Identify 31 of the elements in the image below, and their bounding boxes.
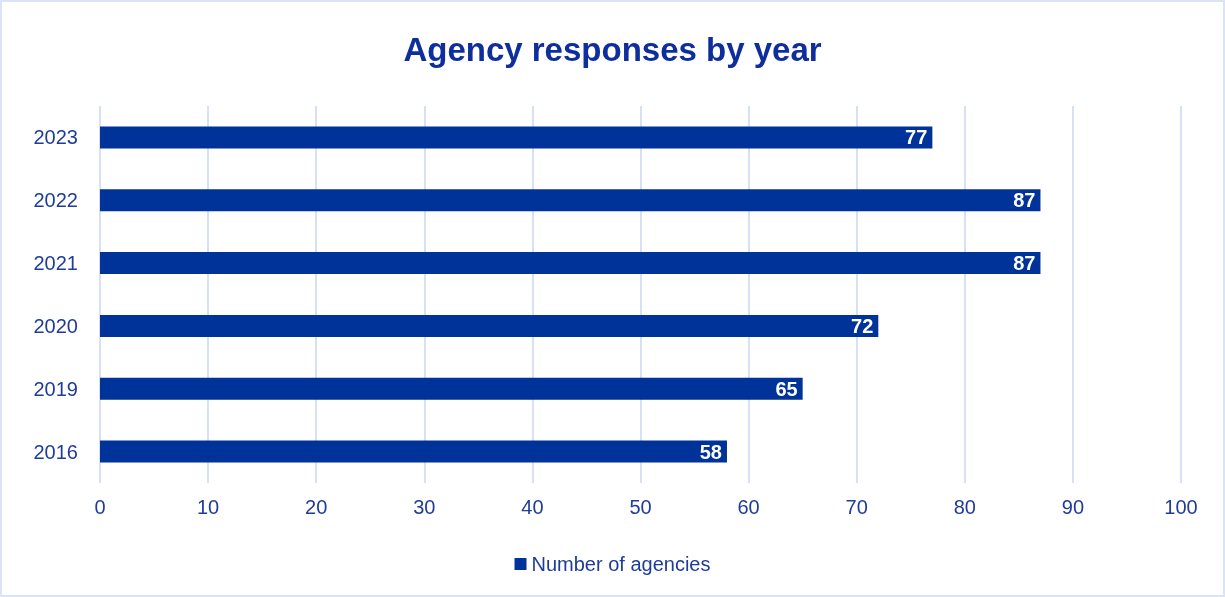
bar	[100, 189, 1041, 212]
x-tick-label: 60	[737, 496, 760, 518]
x-tick-label: 0	[94, 496, 106, 518]
legend-label: Number of agencies	[531, 553, 711, 575]
y-tick-label: 2021	[33, 252, 78, 275]
y-tick-label: 2023	[33, 126, 78, 149]
bar	[100, 314, 879, 337]
data-label: 87	[1013, 252, 1036, 275]
bar	[100, 126, 933, 149]
x-tick-label: 30	[413, 496, 436, 518]
data-label: 77	[905, 126, 928, 149]
x-tick-label: 80	[953, 496, 976, 518]
bar	[100, 377, 803, 400]
y-tick-label: 2022	[33, 189, 78, 212]
x-tick-label: 100	[1164, 496, 1198, 518]
x-tick-label: 50	[629, 496, 652, 518]
y-tick-label: 2020	[33, 314, 78, 337]
x-tick-label: 10	[196, 496, 220, 518]
y-tick-label: 2019	[33, 377, 78, 400]
data-label: 58	[699, 440, 722, 463]
data-label: 72	[851, 314, 874, 337]
x-tick-label: 40	[521, 496, 544, 518]
chart-title: Agency responses by year	[403, 31, 822, 68]
x-tick-label: 90	[1061, 496, 1085, 518]
bar	[100, 252, 1041, 275]
x-tick-label: 70	[845, 496, 868, 518]
x-tick-label: 20	[305, 496, 328, 518]
data-label: 87	[1013, 189, 1036, 212]
bar	[100, 440, 727, 463]
y-tick-label: 2016	[33, 440, 78, 463]
data-label: 65	[775, 377, 798, 400]
